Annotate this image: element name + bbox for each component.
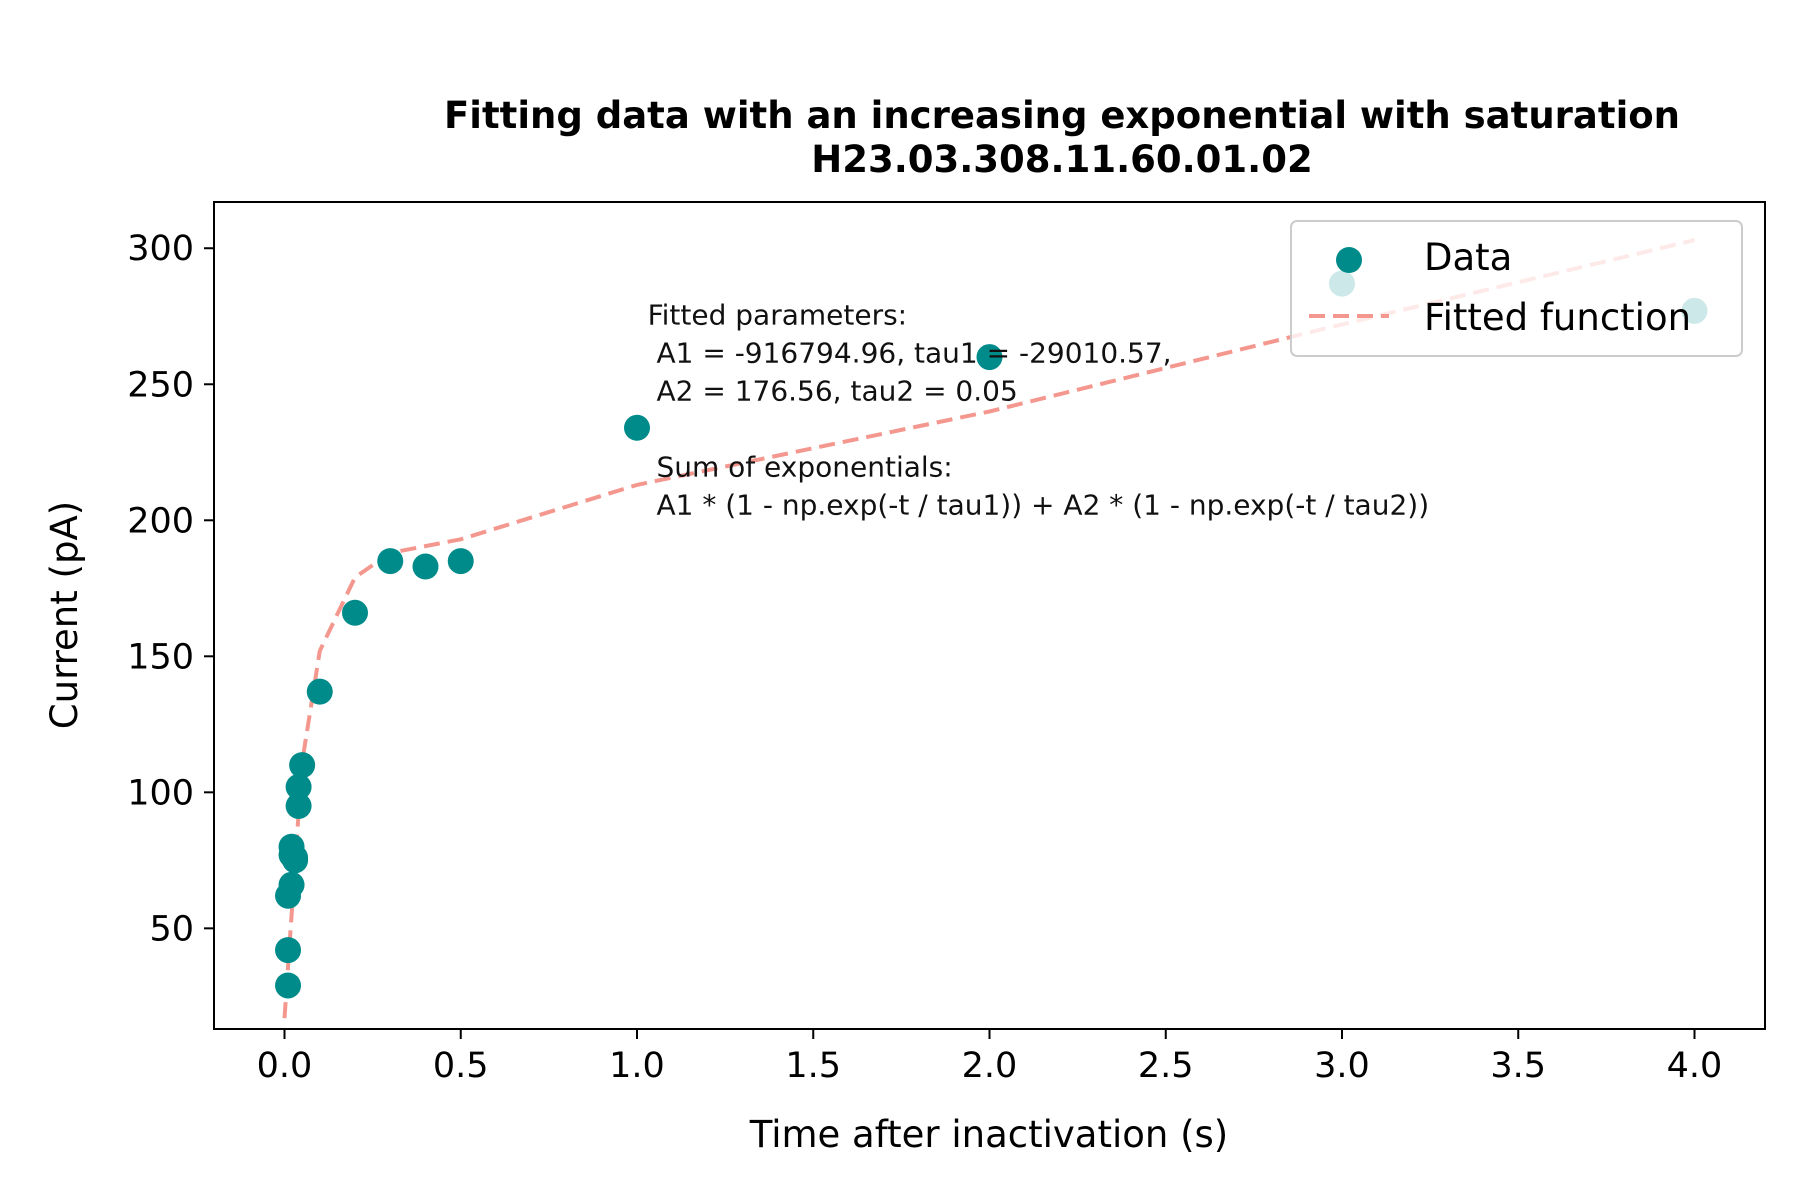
data-point — [976, 344, 1003, 371]
data-point — [278, 871, 305, 898]
data-point — [275, 972, 302, 999]
data-point — [285, 792, 312, 819]
legend: Data Fitted function — [1290, 220, 1743, 357]
data-point — [289, 752, 316, 779]
chart-title: Fitting data with an increasing exponent… — [444, 94, 1680, 137]
data-point — [447, 548, 474, 575]
x-tick-label: 4.0 — [1667, 1046, 1723, 1086]
data-point — [377, 548, 404, 575]
legend-data-marker — [1336, 247, 1362, 273]
plot-frame — [213, 201, 1766, 1030]
y-tick-label: 200 — [127, 501, 194, 541]
annotation-line: A1 * (1 - np.exp(-t / tau1)) + A2 * (1 -… — [648, 488, 1430, 521]
legend-fit-label: Fitted function — [1424, 296, 1691, 339]
x-tick-label: 0.0 — [257, 1046, 313, 1086]
x-tick-label: 3.0 — [1314, 1046, 1370, 1086]
y-tick-label: 150 — [127, 637, 194, 677]
data-point — [624, 414, 650, 441]
data-point — [275, 937, 302, 964]
data-point — [342, 599, 368, 626]
annotation-line: Fitted parameters: — [648, 298, 908, 331]
x-axis-ticks: 0.0 0.5 1.0 1.5 2.0 2.5 3.0 3.5 4.0 — [257, 1029, 1723, 1086]
x-tick-label: 0.5 — [433, 1046, 489, 1086]
fit-annotation: Fitted parameters: A1 = -916794.96, tau1… — [648, 298, 1430, 521]
y-tick-label: 50 — [149, 909, 194, 949]
annotation-line: Sum of exponentials: — [648, 450, 953, 483]
y-tick-label: 300 — [127, 229, 194, 269]
annotation-line: A2 = 176.56, tau2 = 0.05 — [648, 374, 1018, 407]
x-tick-label: 1.0 — [609, 1046, 665, 1086]
y-tick-label: 100 — [127, 773, 194, 813]
legend-data-label: Data — [1424, 236, 1512, 279]
fitted-function-line — [282, 238, 1695, 1019]
annotation-line: A1 = -916794.96, tau1 = -29010.57, — [648, 336, 1172, 369]
x-tick-label: 2.0 — [962, 1046, 1018, 1086]
data-point — [285, 773, 312, 800]
x-tick-label: 1.5 — [785, 1046, 841, 1086]
x-axis-label: Time after inactivation (s) — [749, 1113, 1229, 1156]
data-point — [412, 553, 439, 580]
y-tick-label: 250 — [127, 365, 194, 405]
chart-subtitle: H23.03.308.11.60.01.02 — [811, 138, 1312, 181]
data-point — [306, 678, 333, 705]
x-tick-label: 3.5 — [1490, 1046, 1546, 1086]
data-point — [282, 844, 309, 871]
y-axis-ticks: 50 100 150 200 250 300 — [127, 229, 214, 949]
legend-box — [1290, 220, 1743, 357]
y-axis-label: Current (pA) — [43, 501, 86, 729]
x-tick-label: 2.5 — [1138, 1046, 1194, 1086]
